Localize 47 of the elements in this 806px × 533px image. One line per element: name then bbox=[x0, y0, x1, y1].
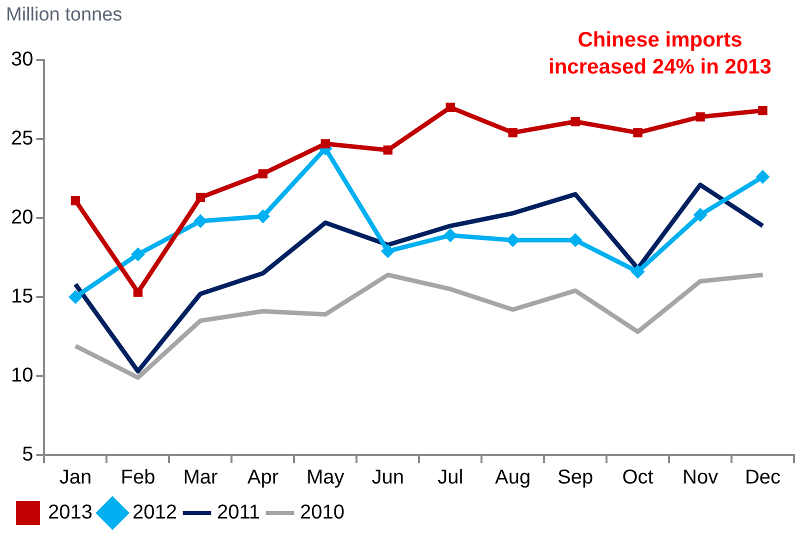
y-tick-label: 10 bbox=[10, 364, 34, 387]
legend-label: 2013 bbox=[48, 502, 92, 524]
y-tick-label: 15 bbox=[10, 286, 34, 308]
point bbox=[258, 169, 268, 178]
x-tick-label: Dec bbox=[744, 466, 781, 489]
x-tick-label: Nov bbox=[682, 466, 718, 489]
point bbox=[443, 228, 458, 242]
x-tick-label: Sep bbox=[558, 466, 594, 489]
legend-label: 2012 bbox=[132, 502, 177, 524]
point bbox=[196, 192, 206, 202]
point bbox=[193, 214, 208, 228]
y-tick-label: 30 bbox=[10, 48, 34, 71]
point bbox=[633, 128, 642, 138]
x-tick-label: Jul bbox=[438, 466, 464, 489]
point bbox=[320, 139, 330, 148]
x-tick-label: Oct bbox=[622, 466, 654, 489]
point bbox=[630, 264, 645, 279]
point bbox=[130, 247, 145, 262]
x-tick-label: Apr bbox=[247, 466, 279, 489]
point bbox=[256, 209, 270, 224]
point bbox=[508, 128, 518, 138]
point bbox=[568, 233, 582, 248]
point bbox=[758, 106, 768, 116]
point bbox=[693, 208, 708, 222]
point bbox=[133, 288, 143, 297]
point bbox=[68, 290, 82, 304]
legend-label: 2010 bbox=[300, 502, 344, 524]
point bbox=[446, 102, 455, 112]
point bbox=[756, 170, 770, 184]
legend-label: 2011 bbox=[216, 502, 260, 524]
x-tick-label: May bbox=[306, 466, 344, 489]
y-tick-label: 20 bbox=[10, 206, 34, 229]
point bbox=[506, 233, 520, 248]
y-tick-label: 25 bbox=[10, 128, 34, 150]
point bbox=[383, 145, 392, 155]
point bbox=[570, 117, 580, 126]
y-tick-label: 5 bbox=[22, 444, 34, 466]
point bbox=[696, 112, 705, 122]
x-tick-label: Feb bbox=[120, 466, 156, 489]
point bbox=[70, 196, 80, 206]
y-axis-title: Million tonnes bbox=[6, 4, 122, 26]
x-tick-label: Aug bbox=[495, 466, 531, 489]
annotation: Chinese imports increased 24% in 2013 bbox=[548, 28, 772, 78]
x-tick-label: Jun bbox=[372, 466, 404, 489]
x-tick-label: Jan bbox=[59, 466, 92, 489]
point bbox=[380, 244, 395, 258]
x-tick-label: Mar bbox=[183, 466, 218, 489]
